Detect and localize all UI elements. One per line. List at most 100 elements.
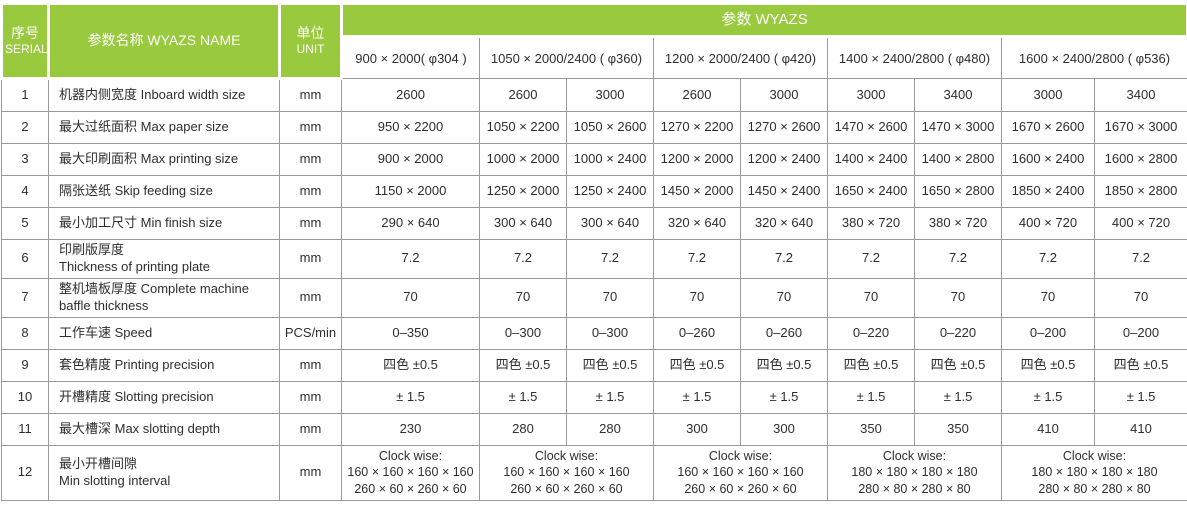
unit-cell: mm [280,349,342,381]
value-cell: ± 1.5 [828,381,915,413]
value-cell: 1600 × 2800 [1095,144,1187,176]
serial-cell: 4 [2,176,49,208]
value-cell: ± 1.5 [654,381,741,413]
serial-cell: 2 [2,112,49,144]
value-cell: 7.2 [342,240,480,279]
value-cell: 70 [654,278,741,317]
value-cell: 1400 × 2400 [828,144,915,176]
value-cell: 0–220 [915,317,1002,349]
value-line: 160 × 160 × 160 × 160 [345,464,476,481]
value-cell: 3000 [567,79,654,112]
model-column-header: 900 × 2000( φ304 ) [342,37,480,79]
serial-cell: 1 [2,79,49,112]
value-cell: 四色 ±0.5 [828,349,915,381]
value-line: Clock wise: [831,448,998,465]
model-column-header: 1600 × 2400/2800 ( φ536) [1002,37,1187,79]
header-unit: 单位 UNIT [280,4,342,79]
value-cell: 230 [342,413,480,445]
unit-cell: mm [280,278,342,317]
serial-cell: 8 [2,317,49,349]
param-name-cell: 最大槽深 Max slotting depth [49,413,280,445]
value-cell: 3400 [915,79,1002,112]
value-cell: 0–350 [342,317,480,349]
serial-cell: 10 [2,381,49,413]
value-cell: 70 [342,278,480,317]
value-cell: 1450 × 2000 [654,176,741,208]
header-serial: 序号 SERIAL [2,4,49,79]
value-cell: 410 [1095,413,1187,445]
value-cell: 1650 × 2400 [828,176,915,208]
value-cell: 350 [915,413,1002,445]
header-serial-en: SERIAL [5,42,45,57]
serial-cell: 7 [2,278,49,317]
serial-cell: 5 [2,208,49,240]
header-unit-zh: 单位 [283,25,338,43]
value-cell: 1200 × 2000 [654,144,741,176]
value-cell: 1650 × 2800 [915,176,1002,208]
value-cell: 7.2 [1002,240,1095,279]
value-cell: 70 [480,278,567,317]
value-cell: 0–300 [567,317,654,349]
value-cell: 300 × 640 [567,208,654,240]
param-name-line: Min slotting interval [59,473,276,490]
value-cell: 1200 × 2400 [741,144,828,176]
value-cell: 900 × 2000 [342,144,480,176]
value-cell: 400 × 720 [1002,208,1095,240]
value-cell: 0–200 [1002,317,1095,349]
param-name-line: 最小开槽间隙 [59,456,276,473]
value-cell: 7.2 [828,240,915,279]
model-column-header: 1400 × 2400/2800 ( φ480) [828,37,1002,79]
value-cell: 2600 [654,79,741,112]
serial-cell: 12 [2,445,49,501]
value-line: Clock wise: [483,448,650,465]
value-cell: 70 [1095,278,1187,317]
model-column-header: 1050 × 2000/2400 ( φ360) [480,37,654,79]
param-name-cell: 机器内侧宽度 Inboard width size [49,79,280,112]
value-cell: 350 [828,413,915,445]
value-cell: 320 × 640 [654,208,741,240]
param-name-cell: 工作车速 Speed [49,317,280,349]
value-cell: 300 [654,413,741,445]
value-cell: 290 × 640 [342,208,480,240]
value-cell: ± 1.5 [480,381,567,413]
value-cell: 1600 × 2400 [1002,144,1095,176]
value-cell: 300 [741,413,828,445]
value-cell: 1470 × 3000 [915,112,1002,144]
value-cell: 四色 ±0.5 [1095,349,1187,381]
value-cell: ± 1.5 [342,381,480,413]
unit-cell: mm [280,112,342,144]
value-cell: 300 × 640 [480,208,567,240]
value-cell: 1670 × 2600 [1002,112,1095,144]
serial-cell: 11 [2,413,49,445]
value-cell: 2600 [342,79,480,112]
value-cell: 1150 × 2000 [342,176,480,208]
value-cell: 0–300 [480,317,567,349]
value-cell: 320 × 640 [741,208,828,240]
value-cell: 0–260 [654,317,741,349]
unit-cell: mm [280,144,342,176]
value-cell: 280 [567,413,654,445]
value-cell: ± 1.5 [1002,381,1095,413]
value-cell: 四色 ±0.5 [567,349,654,381]
value-cell: 70 [915,278,1002,317]
value-line: 180 × 180 × 180 × 180 [831,464,998,481]
value-cell: 四色 ±0.5 [342,349,480,381]
value-line: 280 × 80 × 280 × 80 [1005,481,1184,498]
value-cell: 0–260 [741,317,828,349]
value-cell: ± 1.5 [1095,381,1187,413]
value-cell: 380 × 720 [915,208,1002,240]
value-cell: 7.2 [654,240,741,279]
model-column-header: 1200 × 2000/2400 ( φ420) [654,37,828,79]
param-name-line: baffle thickness [59,298,276,315]
param-name-cell: 最大印刷面积 Max printing size [49,144,280,176]
value-cell: ± 1.5 [567,381,654,413]
header-param-name: 参数名称 WYAZS NAME [49,4,280,79]
value-cell: 7.2 [567,240,654,279]
